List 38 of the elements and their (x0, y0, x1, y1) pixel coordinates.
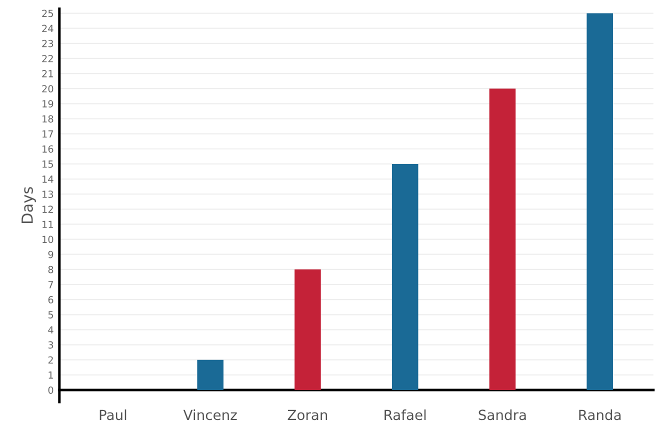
y-tick-label: 10 (42, 236, 54, 244)
y-tick-label: 23 (42, 40, 54, 48)
y-tick-label: 4 (48, 326, 54, 334)
x-tick-label: Randa (579, 409, 621, 420)
y-tick-label: 22 (42, 54, 53, 62)
bar (392, 164, 418, 390)
x-tick-label: Zoran (288, 410, 328, 420)
x-tick-label: Sandra (478, 409, 526, 420)
y-tick-label: 18 (42, 115, 54, 123)
y-axis-title: Days (22, 187, 36, 223)
y-tick-label: 13 (42, 190, 54, 198)
bar (489, 88, 516, 390)
x-tick-label: Rafael (384, 409, 426, 420)
y-tick-label: 0 (48, 386, 54, 394)
y-tick-label: 8 (48, 266, 54, 274)
y-tick-label: 19 (42, 100, 54, 108)
y-tick-label: 7 (48, 281, 54, 288)
y-tick-label: 17 (42, 130, 54, 138)
y-tick-label: 9 (48, 250, 54, 258)
y-tick-label: 11 (42, 220, 53, 228)
bar (586, 13, 613, 390)
x-tick-label: Paul (100, 409, 126, 420)
x-tick-label: Vincenz (183, 409, 237, 420)
y-tick-label: 2 (48, 356, 53, 364)
y-tick-label: 6 (48, 296, 54, 304)
y-tick-label: 15 (42, 160, 53, 168)
y-tick-label: 12 (42, 206, 53, 213)
y-tick-label: 1 (48, 372, 53, 379)
y-tick-label: 3 (48, 341, 54, 349)
y-tick-label: 25 (42, 10, 53, 18)
y-tick-label: 14 (42, 176, 54, 183)
y-tick-label: 16 (42, 145, 54, 153)
y-tick-label: 21 (42, 70, 53, 78)
bar (197, 360, 224, 390)
bar (294, 269, 321, 390)
y-tick-label: 24 (42, 24, 54, 32)
y-tick-label: 20 (42, 85, 54, 92)
y-tick-label: 5 (48, 311, 53, 318)
